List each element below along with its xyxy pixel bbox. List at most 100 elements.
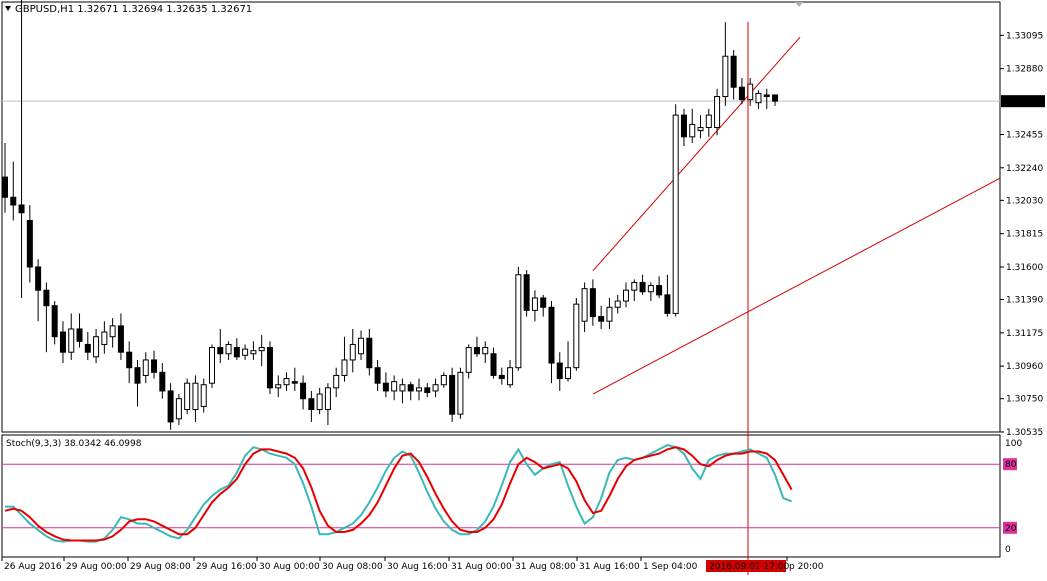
candle-body	[689, 123, 696, 138]
stoch-level-badge	[1003, 458, 1017, 471]
candle-body	[498, 374, 505, 380]
candle-body	[531, 297, 538, 311]
candle-body	[656, 285, 663, 296]
candle-body	[391, 381, 398, 392]
candle-body	[18, 204, 25, 214]
candle-body	[76, 328, 83, 342]
candle-body	[606, 306, 613, 322]
channel-lower-line[interactable]	[592, 177, 1001, 395]
candle-body	[358, 337, 365, 355]
candle-body	[540, 297, 547, 308]
candle-body	[291, 381, 298, 384]
candle-body	[432, 384, 439, 392]
chart-header: GBPUSD,H1 1.32671 1.32694 1.32635 1.3267…	[15, 4, 252, 15]
candle-body	[333, 374, 340, 389]
candle-body	[374, 367, 381, 384]
candle-body	[341, 359, 348, 376]
candle-body	[399, 384, 406, 392]
x-tick-label: 1 Sep 04:00	[643, 562, 698, 572]
candle-body	[109, 325, 116, 338]
candle-body	[763, 94, 770, 98]
candle-body	[117, 325, 124, 353]
candle-body	[242, 348, 249, 356]
y-tick-label: 1.33095	[1006, 31, 1043, 41]
candle-body	[680, 114, 687, 138]
candle-body	[308, 398, 315, 411]
x-tick-label: 31 Aug 16:00	[579, 562, 640, 572]
current-price-badge	[1001, 95, 1045, 108]
time-cursor-label: 2016.09.01 17:00	[709, 562, 790, 572]
candle-body	[697, 127, 704, 132]
candle-body	[465, 347, 472, 373]
y-tick-label: 1.30960	[1006, 362, 1043, 372]
candle-body	[250, 350, 257, 355]
candle-body	[275, 384, 282, 389]
candle-body	[449, 374, 456, 415]
candle-body	[68, 328, 75, 353]
candle-body	[664, 294, 671, 314]
candle-body	[184, 382, 191, 411]
candle-body	[755, 92, 762, 104]
y-tick-label: 1.32030	[1006, 196, 1043, 206]
candle-body	[43, 289, 50, 307]
x-tick-label: 29 Aug 16:00	[196, 562, 257, 572]
candle-body	[2, 176, 8, 198]
x-tick-label: 30 Aug 08:00	[322, 562, 383, 572]
candle-body	[589, 288, 596, 318]
candle-body	[35, 266, 42, 291]
candle-body	[300, 382, 307, 400]
candle-body	[515, 274, 522, 369]
channel-handle-icon[interactable]	[795, 2, 803, 7]
candle-body	[151, 359, 158, 373]
candle-body	[26, 219, 33, 268]
candle-body	[598, 316, 605, 322]
candle-body	[366, 337, 373, 369]
candle-body	[738, 86, 745, 101]
candle-body	[623, 289, 629, 302]
stoch-main-line	[5, 444, 792, 543]
x-tick-label: 31 Aug 00:00	[451, 562, 512, 572]
candle-body	[639, 281, 646, 293]
y-tick-label: 1.30535	[1006, 428, 1043, 438]
candle-body	[631, 281, 638, 291]
main-plot-frame	[1, 1, 1001, 433]
y-tick-label: 1.30750	[1006, 395, 1043, 405]
candle-body	[101, 331, 108, 345]
candle-body	[93, 336, 100, 358]
stoch-y-tick-label: 100	[1005, 439, 1022, 449]
candle-body	[10, 196, 17, 206]
candle-body	[573, 303, 580, 369]
y-tick-label: 1.31815	[1006, 230, 1043, 240]
candle-body	[266, 347, 273, 389]
candle-body	[316, 393, 323, 411]
candle-body	[142, 359, 149, 376]
y-tick-label: 1.32455	[1006, 130, 1043, 140]
candle-body	[84, 343, 91, 353]
candle-body	[51, 305, 58, 338]
candle-body	[457, 371, 464, 415]
y-tick-label: 1.31600	[1006, 263, 1043, 273]
candle-body	[714, 96, 721, 129]
candle-body	[59, 331, 66, 353]
candle-body	[440, 374, 447, 386]
candle-body	[523, 274, 530, 311]
candle-body	[482, 347, 489, 355]
candle-body	[424, 387, 431, 393]
candle-body	[548, 306, 555, 364]
stoch-y-tick-label: 20	[1005, 524, 1017, 534]
stoch-y-tick-label: 80	[1005, 460, 1017, 470]
x-tick-label: 30 Aug 00:00	[259, 562, 320, 572]
x-tick-label: 29 Aug 00:00	[66, 562, 127, 572]
dropdown-arrow-icon[interactable]	[5, 6, 11, 11]
candle-body	[217, 347, 224, 355]
candle-body	[772, 94, 779, 102]
stoch-y-tick-label: 0	[1005, 545, 1011, 555]
channel-upper-line[interactable]	[592, 36, 801, 272]
candle-body	[556, 362, 563, 380]
x-tick-label: 26 Aug 2016	[4, 562, 62, 572]
candle-body	[473, 347, 480, 355]
candle-body	[134, 367, 141, 384]
stoch-title: Stoch(9,3,3) 38.0342 46.0998	[6, 439, 142, 449]
